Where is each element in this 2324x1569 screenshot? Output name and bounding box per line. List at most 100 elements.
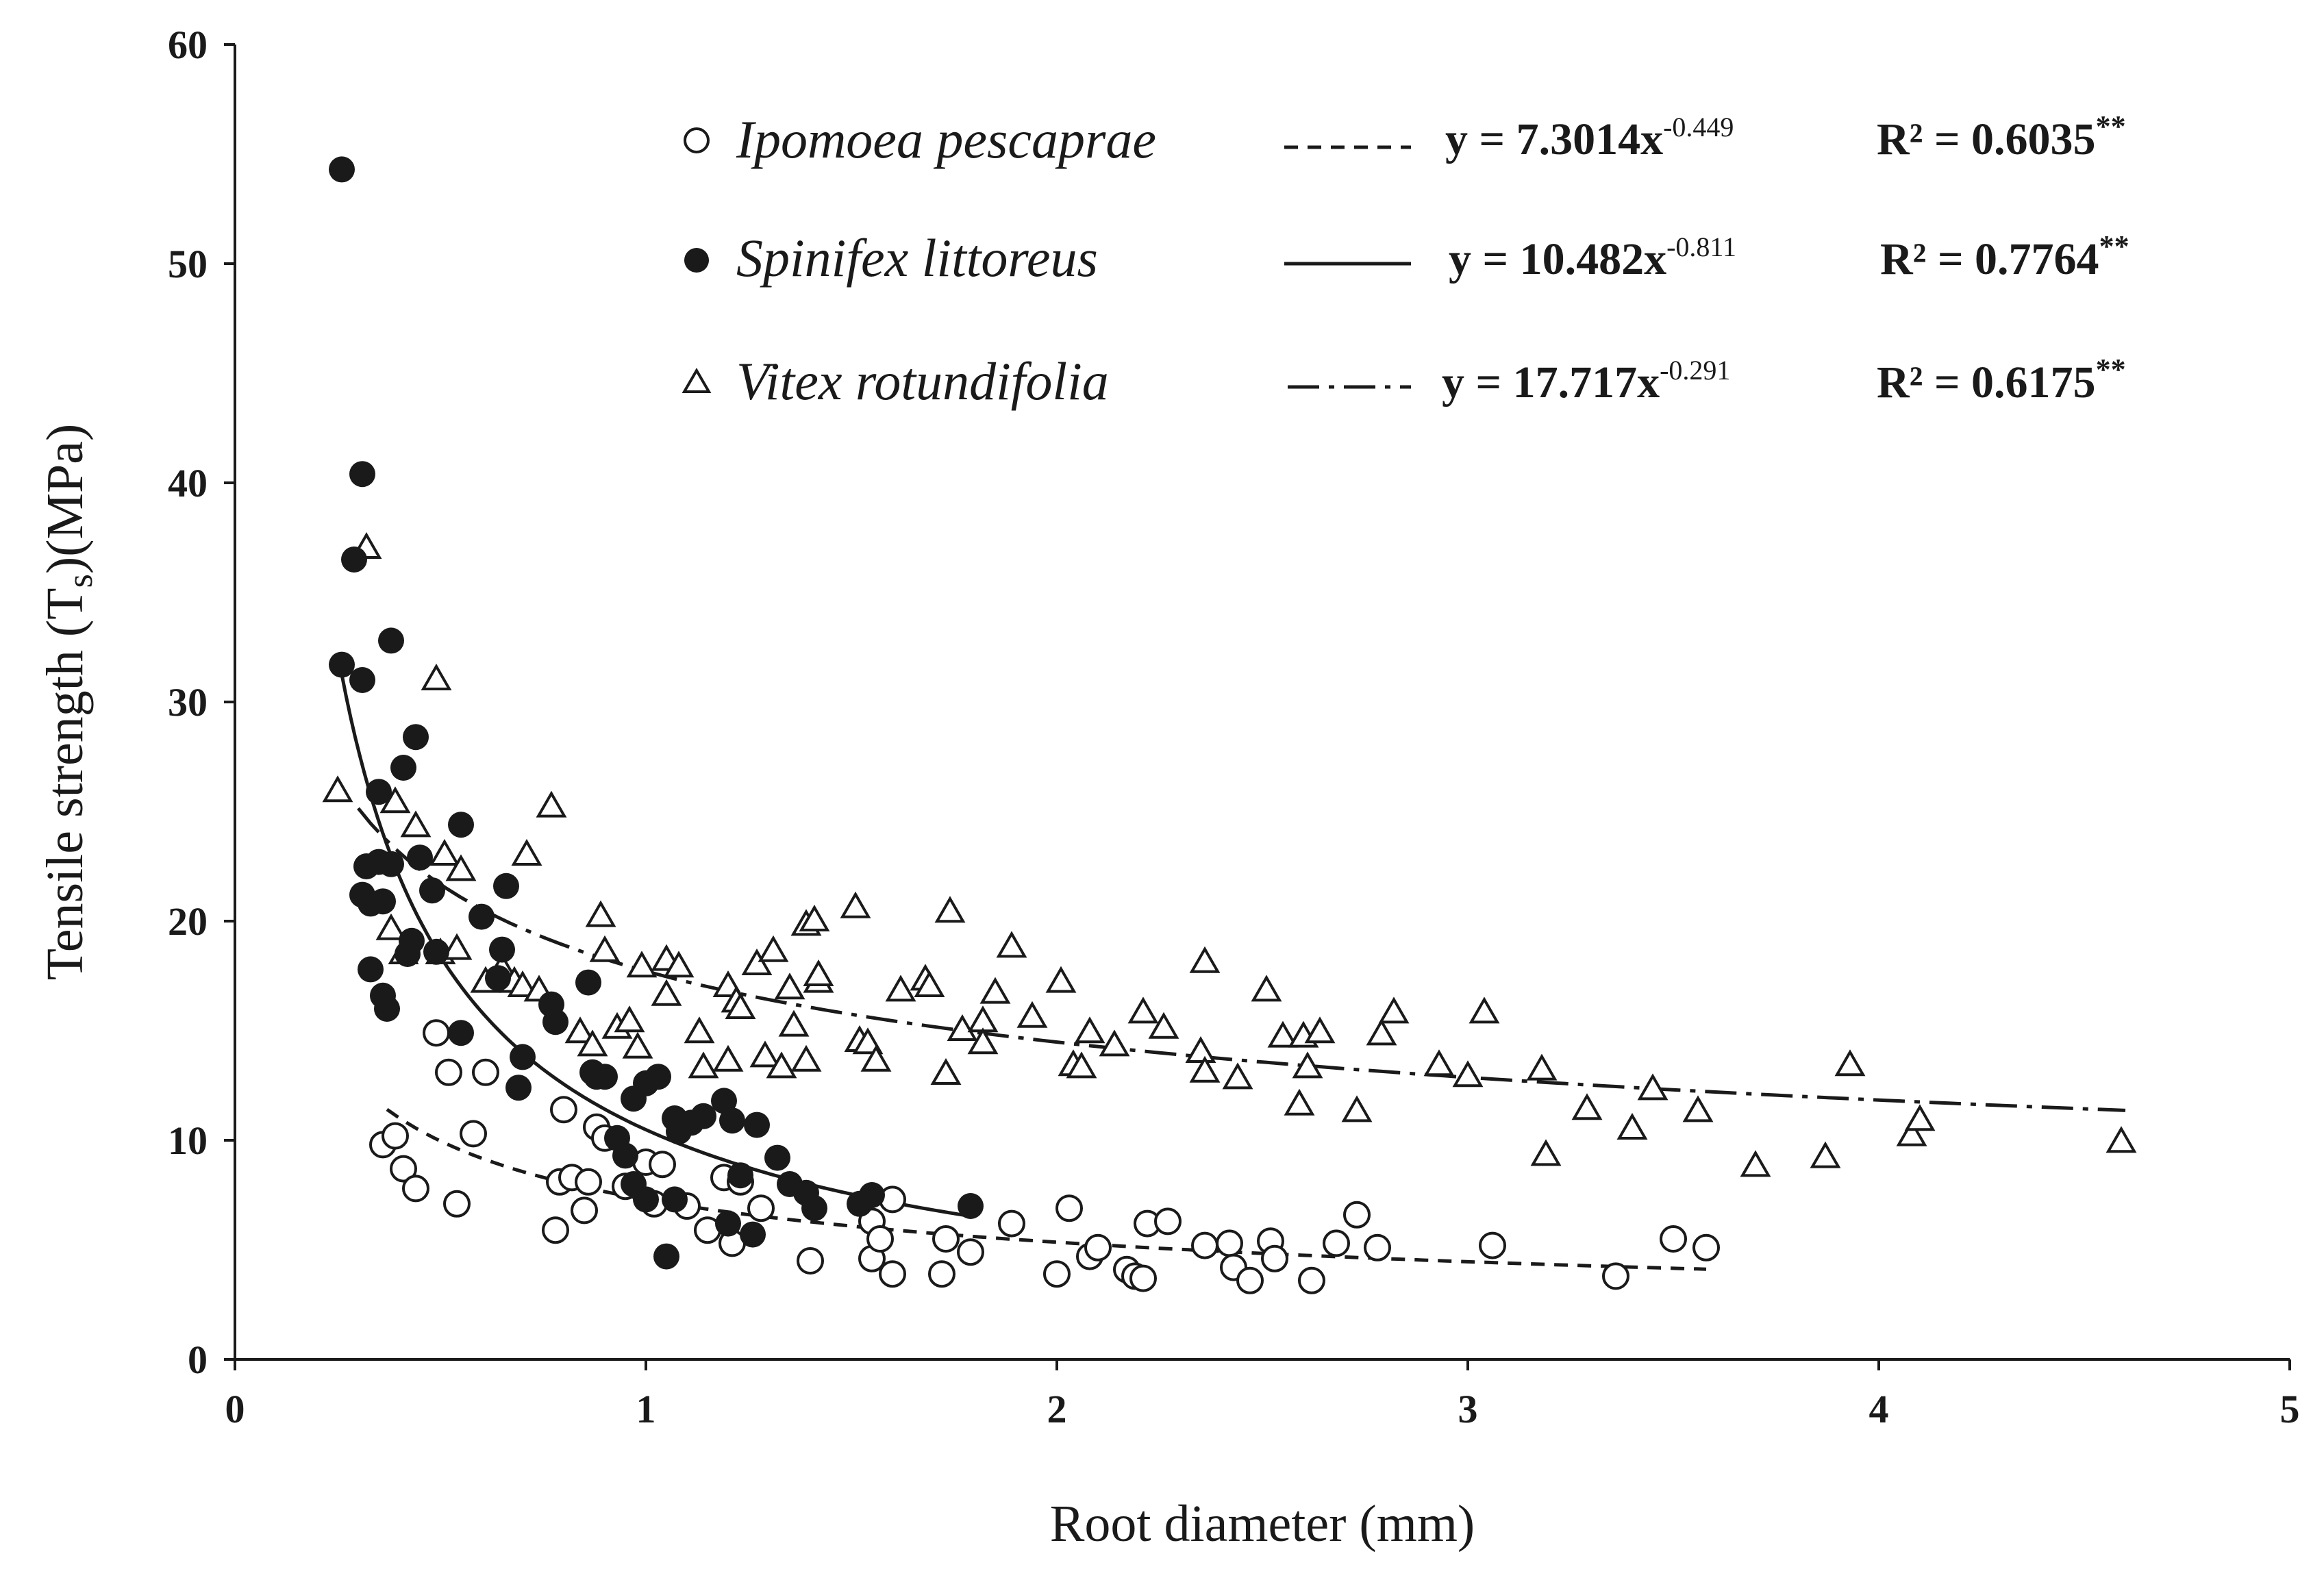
point-vitex [979, 977, 1011, 1004]
point-ipomoea [382, 1122, 409, 1150]
point-vitex [1185, 1035, 1216, 1063]
point-vitex [1571, 1093, 1603, 1120]
point-vitex [1637, 1073, 1669, 1101]
point-vitex [967, 1027, 999, 1055]
point-vitex [1267, 1020, 1299, 1048]
point-ipomoea [472, 1058, 499, 1086]
point-ipomoea [1343, 1201, 1371, 1229]
point-spinifex [378, 851, 404, 877]
point-spinifex [329, 651, 355, 678]
point-spinifex [592, 1064, 618, 1090]
point-spinifex [407, 844, 433, 871]
point-vitex [1834, 1049, 1866, 1077]
legend-label-vitex: Vitex rotundifolia [736, 351, 1109, 411]
point-spinifex [958, 1193, 984, 1219]
point-vitex [885, 975, 916, 1002]
point-spinifex [374, 996, 400, 1022]
point-spinifex [329, 156, 355, 183]
point-spinifex [489, 936, 515, 963]
point-ipomoea [571, 1196, 598, 1225]
point-ipomoea [1191, 1231, 1219, 1259]
point-ipomoea [435, 1058, 462, 1086]
point-vitex [1074, 1016, 1105, 1044]
point-vitex [626, 951, 658, 978]
point-vitex [803, 959, 834, 986]
point-ipomoea [542, 1216, 569, 1244]
point-vitex [1251, 975, 1282, 1002]
point-vitex [1292, 1051, 1323, 1079]
x-axis-title: Root diameter (mm) [1050, 1495, 1475, 1553]
point-vitex [1148, 1012, 1179, 1039]
point-spinifex [366, 779, 392, 805]
legend-equation-vitex: y = 17.717x-0.291 [1442, 355, 1730, 407]
point-spinifex [485, 965, 511, 992]
point-vitex [1045, 966, 1077, 993]
point-ipomoea [998, 1209, 1025, 1238]
point-ipomoea [1323, 1229, 1350, 1257]
fit-line-dashed [386, 1107, 1707, 1271]
point-spinifex [612, 1142, 638, 1169]
point-vitex [1740, 1150, 1771, 1177]
point-spinifex [744, 1112, 770, 1138]
point-vitex [1304, 1016, 1336, 1044]
point-ipomoea [1043, 1260, 1071, 1288]
legend-label-spinifex: Spinifex littoreus [736, 228, 1098, 288]
point-vitex [1189, 1055, 1221, 1083]
point-vitex [1099, 1029, 1130, 1057]
point-vitex [663, 951, 695, 978]
point-vitex [758, 935, 789, 962]
point-vitex [741, 948, 773, 975]
legend-r2-ipomoea: R² = 0.6035** [1877, 110, 2126, 164]
point-spinifex [711, 1088, 737, 1114]
point-spinifex [510, 1044, 536, 1070]
y-tick-label: 30 [168, 680, 208, 725]
point-ipomoea [1298, 1266, 1325, 1294]
point-spinifex [378, 627, 404, 654]
legend-equation-ipomoea: y = 7.3014x-0.449 [1445, 112, 1734, 164]
point-vitex [375, 913, 407, 940]
point-vitex [1366, 1018, 1397, 1046]
point-vitex [379, 786, 411, 814]
x-tick-label: 1 [636, 1387, 656, 1431]
y-tick-label: 60 [168, 23, 208, 67]
point-spinifex [719, 1107, 745, 1134]
point-vitex [934, 896, 966, 923]
y-tick-label: 10 [168, 1118, 208, 1163]
point-spinifex [505, 1075, 532, 1101]
point-vitex [914, 970, 945, 997]
point-vitex [445, 854, 477, 881]
point-vitex [400, 810, 432, 838]
point-vitex [1682, 1095, 1714, 1122]
point-vitex [1016, 1001, 1048, 1028]
point-vitex [1066, 1051, 1097, 1079]
point-ipomoea [1364, 1233, 1391, 1262]
point-spinifex [727, 1162, 753, 1189]
point-spinifex [493, 873, 519, 899]
x-tick-label: 0 [225, 1387, 245, 1431]
point-ipomoea [1055, 1194, 1083, 1222]
point-vitex [1284, 1088, 1315, 1116]
point-vitex [1341, 1095, 1373, 1122]
x-tick-label: 2 [1047, 1387, 1067, 1431]
point-ipomoea [1129, 1264, 1157, 1292]
fit-line-dash-dot [357, 807, 2126, 1112]
point-vitex [441, 933, 473, 960]
point-spinifex [645, 1064, 671, 1090]
point-vitex [1904, 1104, 1936, 1131]
point-ipomoea [402, 1175, 429, 1203]
point-ipomoea [1660, 1225, 1687, 1253]
point-vitex [1616, 1112, 1648, 1140]
x-tick-label: 4 [1869, 1387, 1889, 1431]
point-vitex [1222, 1062, 1253, 1090]
point-spinifex [349, 461, 375, 488]
point-vitex [947, 1014, 978, 1041]
point-vitex [799, 904, 830, 931]
point-vitex [1469, 996, 1500, 1024]
legend-equation-spinifex: y = 10.482x-0.811 [1449, 231, 1736, 284]
point-vitex [1526, 1053, 1558, 1081]
legend: Ipomoea pescaprae y = 7.3014x-0.449 R² =… [682, 110, 2129, 411]
legend-item-ipomoea: Ipomoea pescaprae y = 7.3014x-0.449 R² =… [684, 110, 2126, 169]
point-vitex [688, 1051, 719, 1079]
point-spinifex [468, 903, 495, 930]
y-tick-label: 20 [168, 899, 208, 944]
